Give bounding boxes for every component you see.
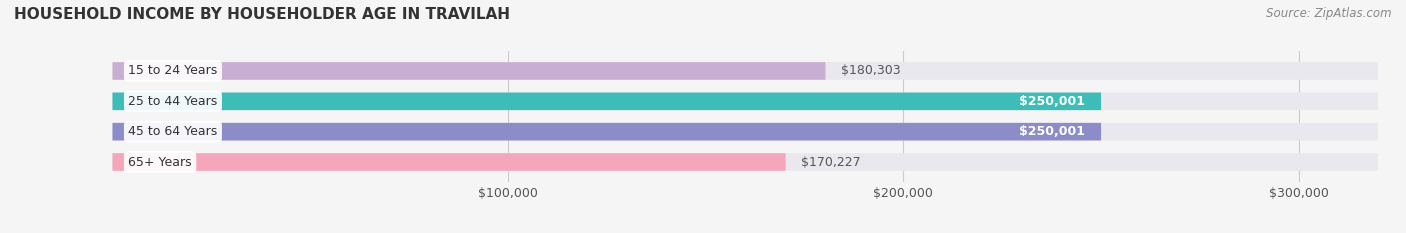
Text: $180,303: $180,303 (841, 65, 901, 78)
Text: 45 to 64 Years: 45 to 64 Years (128, 125, 218, 138)
Text: 25 to 44 Years: 25 to 44 Years (128, 95, 218, 108)
Text: 65+ Years: 65+ Years (128, 155, 193, 168)
Text: $250,001: $250,001 (1019, 125, 1085, 138)
Text: $170,227: $170,227 (801, 155, 860, 168)
FancyBboxPatch shape (112, 153, 786, 171)
FancyBboxPatch shape (112, 62, 825, 80)
FancyBboxPatch shape (112, 93, 1101, 110)
FancyBboxPatch shape (112, 62, 1378, 80)
FancyBboxPatch shape (112, 93, 1378, 110)
Text: Source: ZipAtlas.com: Source: ZipAtlas.com (1267, 7, 1392, 20)
Text: HOUSEHOLD INCOME BY HOUSEHOLDER AGE IN TRAVILAH: HOUSEHOLD INCOME BY HOUSEHOLDER AGE IN T… (14, 7, 510, 22)
FancyBboxPatch shape (112, 123, 1101, 140)
Text: 15 to 24 Years: 15 to 24 Years (128, 65, 218, 78)
FancyBboxPatch shape (112, 153, 1378, 171)
Text: $250,001: $250,001 (1019, 95, 1085, 108)
FancyBboxPatch shape (112, 123, 1378, 140)
